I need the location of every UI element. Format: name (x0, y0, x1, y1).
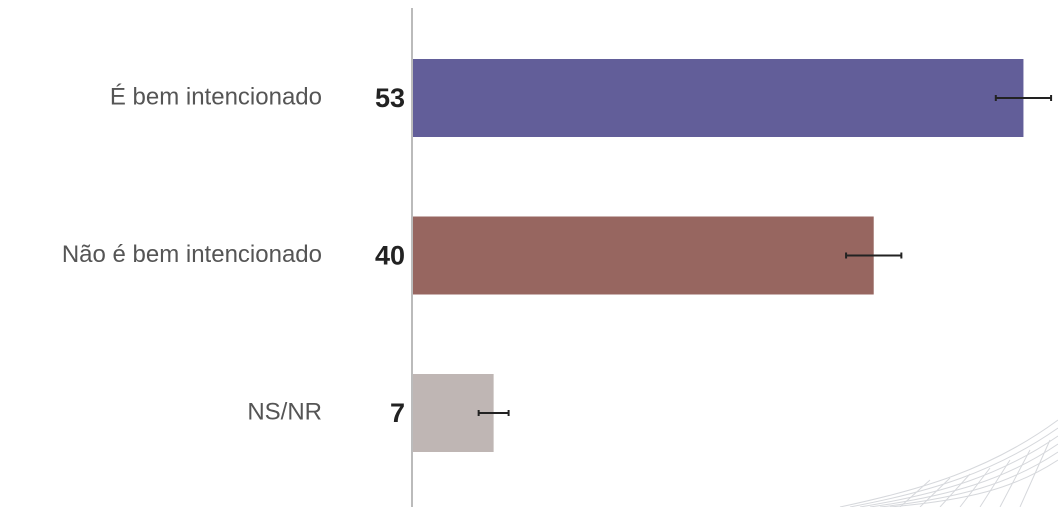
decoration (839, 419, 1058, 507)
value-label: 40 (375, 241, 405, 271)
category-label: É bem intencionado (110, 83, 322, 110)
category-label: Não é bem intencionado (62, 241, 322, 268)
bar (413, 59, 1024, 137)
value-label: 7 (390, 398, 405, 428)
value-label: 53 (375, 83, 405, 113)
bar (413, 216, 874, 295)
category-label: NS/NR (247, 398, 322, 425)
